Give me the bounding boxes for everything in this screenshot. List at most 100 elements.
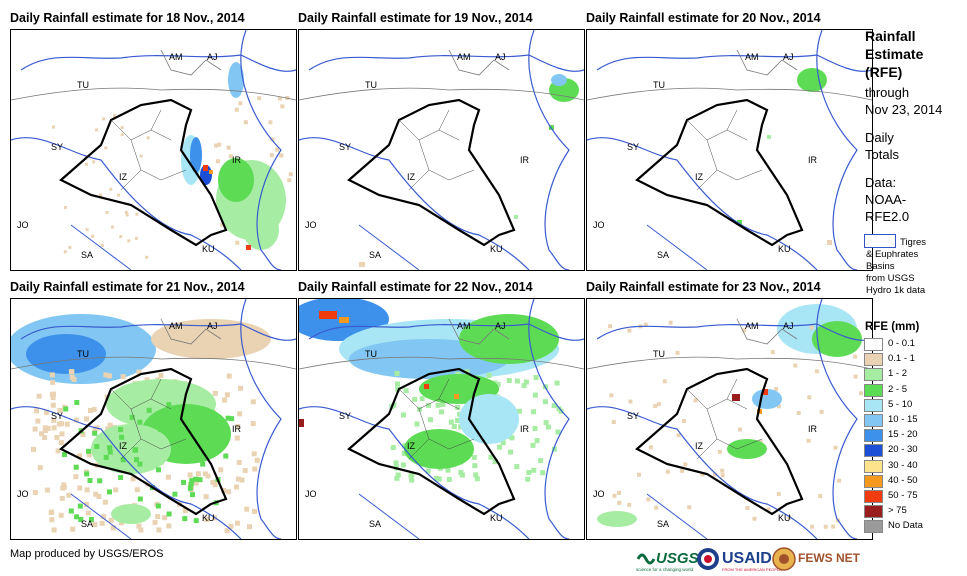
country-label-am: AM xyxy=(169,321,183,331)
rainfall-pixel xyxy=(51,527,57,533)
rainfall-pixel xyxy=(280,104,285,109)
rainfall-pixel xyxy=(393,460,399,466)
rainfall-pixel xyxy=(136,523,142,529)
rfe-swatch xyxy=(864,398,883,412)
country-label-ku: KU xyxy=(490,244,503,254)
rainfall-pixel xyxy=(435,402,441,408)
rainfall-pixel xyxy=(675,350,680,355)
rainfall-pixel xyxy=(609,393,614,398)
rainfall-pixel xyxy=(247,524,252,530)
rainfall-pixel xyxy=(166,523,172,529)
rainfall-pixel xyxy=(243,120,248,125)
country-label-aj: AJ xyxy=(495,321,506,331)
rainfall-pixel xyxy=(93,491,99,497)
rainfall-pixel xyxy=(84,416,89,422)
country-label-sy: SY xyxy=(339,411,351,421)
fews-wordmark: FEWS NET xyxy=(798,551,861,565)
rainfall-pixel xyxy=(137,419,143,425)
country-label-am: AM xyxy=(745,52,759,62)
rfe-label: 15 - 20 xyxy=(888,429,918,441)
rainfall-pixel xyxy=(436,476,442,482)
rainfall-pixel xyxy=(254,457,260,463)
rfe-label: 40 - 50 xyxy=(888,474,918,486)
rainfall-pixel xyxy=(37,465,43,471)
map-frame: AM AJ TU SY IZ IR JO SA KU xyxy=(586,29,873,271)
rainfall-pixel xyxy=(214,143,219,148)
rainfall-pixel xyxy=(439,409,444,415)
rainfall-pixel xyxy=(662,379,667,384)
rfe-swatch xyxy=(864,444,883,458)
panel-title: Daily Rainfall estimate for 20 Nov., 201… xyxy=(586,11,821,25)
rainfall-pixel xyxy=(118,520,124,526)
rainfall-pixel xyxy=(531,409,537,415)
rainfall-pixel xyxy=(514,378,520,384)
rfe-swatch xyxy=(864,489,883,503)
rainfall-pixel xyxy=(683,462,688,467)
rainfall-pixel xyxy=(668,320,673,325)
rainfall-pixel xyxy=(132,447,138,453)
map-panel-19: Daily Rainfall estimate for 19 Nov., 201… xyxy=(298,11,585,271)
rainfall-pixel xyxy=(137,461,143,467)
rainfall-pixel xyxy=(532,426,538,431)
rainfall-pixel xyxy=(172,491,178,497)
country-label-sa: SA xyxy=(657,519,669,529)
rainfall-pixel xyxy=(99,193,103,197)
basin-line: & Euphrates xyxy=(866,249,919,260)
rainfall-pixel xyxy=(62,452,67,457)
country-border xyxy=(448,318,510,345)
basin-boundary xyxy=(299,137,530,270)
rainfall-pixel xyxy=(270,137,275,142)
rainfall-pixel xyxy=(401,450,407,456)
rfe-swatch xyxy=(864,338,883,351)
basin-boundary xyxy=(528,30,570,270)
rainfall-pixel xyxy=(200,461,206,467)
rainfall-pixel xyxy=(92,522,98,527)
rfe-label: 50 - 75 xyxy=(888,489,918,501)
rainfall-pixel xyxy=(235,476,241,482)
rainfall-pixel xyxy=(59,495,65,501)
rfe-label: > 75 xyxy=(888,505,907,517)
rainfall-pixel xyxy=(139,154,143,158)
rainfall-pixel xyxy=(738,427,742,432)
rainfall-pixel xyxy=(130,476,136,482)
rainfall-patch xyxy=(514,215,518,219)
rainfall-pixel xyxy=(409,477,415,483)
country-label-jo: JO xyxy=(593,220,605,230)
country-label-sy: SY xyxy=(627,411,639,421)
rainfall-pixel xyxy=(96,494,102,499)
rainfall-pixel xyxy=(492,459,498,465)
rainfall-pixel xyxy=(250,399,256,405)
rainfall-pixel xyxy=(419,396,425,402)
basin-boundary xyxy=(358,224,420,270)
rainfall-pixel xyxy=(224,528,230,534)
rainfall-pixel xyxy=(102,117,106,121)
agency-logos: USGS science for a changing world USAID … xyxy=(636,547,861,572)
country-border xyxy=(299,87,584,101)
rfe-swatch xyxy=(864,459,883,473)
rainfall-map: AM AJ TU SY IZ IR JO SA KU xyxy=(11,299,296,539)
rainfall-pixel xyxy=(252,466,258,472)
rainfall-pixel xyxy=(69,369,75,375)
rainfall-pixel xyxy=(533,375,539,380)
country-label-sa: SA xyxy=(81,519,93,529)
rainfall-pixel xyxy=(146,407,152,413)
province-border xyxy=(398,378,475,460)
rainfall-pixel xyxy=(425,468,431,474)
rainfall-pixel xyxy=(103,454,109,460)
rainfall-pixel xyxy=(51,417,57,423)
rainfall-pixel xyxy=(182,508,188,514)
rainfall-pixel xyxy=(57,408,63,413)
rainfall-pixel xyxy=(837,478,842,483)
rainfall-pixel xyxy=(627,328,632,333)
rainfall-pixel xyxy=(129,414,135,420)
rainfall-pixel xyxy=(73,474,79,480)
rainfall-map: AM AJ TU SY IZ IR JO SA KU xyxy=(299,299,584,539)
rainfall-pixel xyxy=(84,471,90,477)
rfe-swatch xyxy=(864,429,883,443)
rainfall-pixel xyxy=(752,516,757,521)
rainfall-pixel xyxy=(390,445,396,451)
rainfall-pixel xyxy=(120,457,126,463)
rfe-label: 0 - 0.1 xyxy=(888,338,915,349)
rainfall-pixel xyxy=(238,385,243,391)
legend-date: Nov 23, 2014 xyxy=(865,102,943,117)
